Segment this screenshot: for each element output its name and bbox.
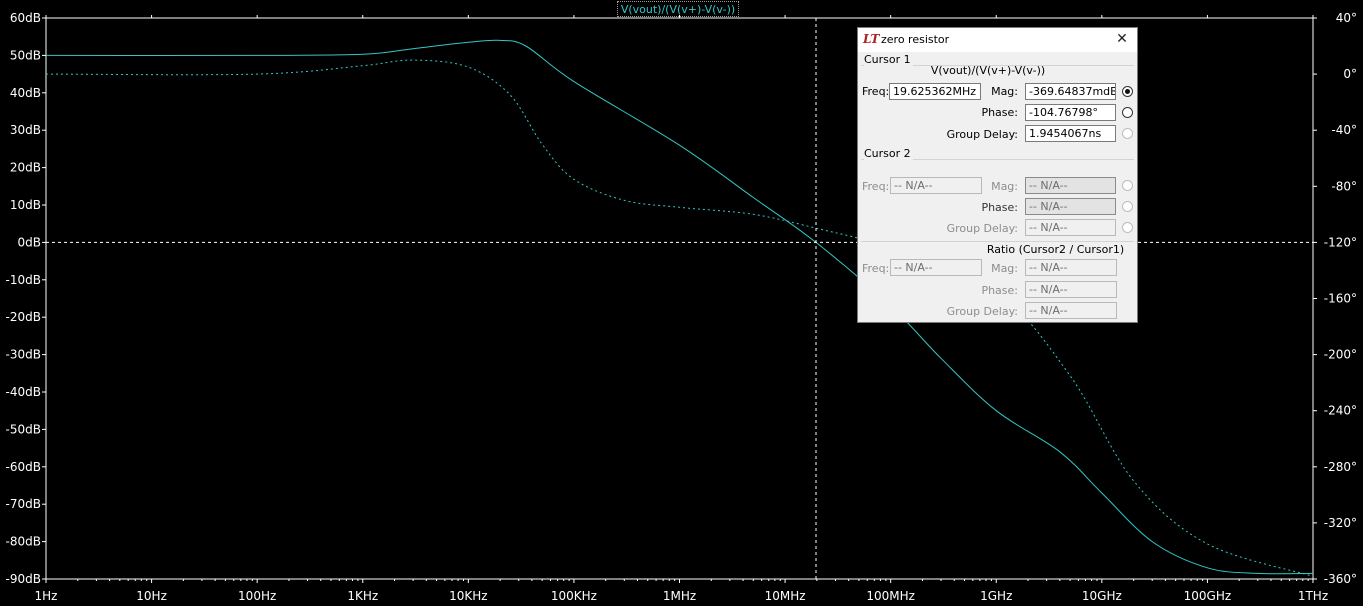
y-right-tick-label: -320° [1324, 516, 1357, 530]
y-right-tick-label: -280° [1324, 460, 1357, 474]
y-left-tick-label: -80dB [6, 535, 41, 549]
cursor2-groupdelay-radio[interactable] [1122, 222, 1133, 233]
cursor1-groupdelay-radio[interactable] [1122, 128, 1133, 139]
ratio-group [861, 241, 1134, 243]
ltspice-logo-icon: LT [863, 32, 880, 46]
cursor1-phase-radio[interactable] [1122, 107, 1133, 118]
cursor-dialog: LT zero resistor ✕ Cursor 1 V(vout)/(V(v… [857, 27, 1138, 323]
cursor1-mag-label: Mag: [991, 85, 1018, 98]
cursor2-phase-field[interactable]: -- N/A-- [1025, 198, 1116, 215]
x-tick-label: 100GHz [1184, 589, 1232, 603]
cursor1-phase-field[interactable]: -104.76798° [1025, 104, 1116, 121]
y-right-tick-label: -240° [1324, 404, 1357, 418]
x-tick-label: 100MHz [866, 589, 915, 603]
y-left-tick-label: 10dB [10, 198, 41, 212]
y-right-tick-label: -200° [1324, 348, 1357, 362]
phase-trace [45, 59, 1314, 577]
cursor1-freq-label: Freq: [862, 85, 890, 98]
ratio-freq-field[interactable]: -- N/A-- [890, 259, 982, 276]
x-tick-label: 1GHz [980, 589, 1012, 603]
x-tick-label: 100Hz [238, 589, 276, 603]
y-right-tick-label: -360° [1324, 572, 1357, 586]
ratio-mag-label: Mag: [991, 262, 1018, 275]
y-left-tick-label: -60dB [6, 460, 41, 474]
y-right-tick-label: -120° [1324, 235, 1357, 249]
cursor2-groupdelay-field[interactable]: -- N/A-- [1025, 219, 1116, 236]
x-tick-label: 100KHz [551, 589, 597, 603]
cursor1-phase-label: Phase: [981, 106, 1018, 119]
y-left-tick-label: -50dB [6, 422, 41, 436]
cursor2-label: Cursor 2 [864, 147, 913, 160]
x-tick-label: 10Hz [136, 589, 167, 603]
ratio-freq-label: Freq: [862, 262, 890, 275]
y-left-tick-label: 50dB [10, 48, 41, 62]
y-right-tick-label: -40° [1331, 123, 1357, 137]
dialog-title: zero resistor [881, 33, 950, 46]
cursor1-mag-field[interactable]: -369.64837mdB [1025, 83, 1116, 100]
x-tick-label: 10GHz [1082, 589, 1122, 603]
x-tick-label: 10MHz [765, 589, 806, 603]
y-left-tick-label: -40dB [6, 385, 41, 399]
ratio-groupdelay-label: Group Delay: [946, 305, 1018, 318]
y-left-tick-label: -20dB [6, 310, 41, 324]
trace-title[interactable]: V(vout)/(V(v+)-V(v-)) [617, 1, 739, 17]
ratio-label: Ratio (Cursor2 / Cursor1) [986, 243, 1125, 256]
cursor2-phase-radio[interactable] [1122, 201, 1133, 212]
cursor1-label: Cursor 1 [864, 53, 913, 66]
cursor1-trace-name: V(vout)/(V(v+)-V(v-)) [930, 64, 1046, 77]
y-left-tick-label: 40dB [10, 86, 41, 100]
x-tick-label: 1THz [1298, 589, 1328, 603]
cursor2-groupdelay-label: Group Delay: [946, 222, 1018, 235]
cursor1-freq-field[interactable]: 19.625362MHz [889, 83, 981, 100]
x-tick-label: 1Hz [35, 589, 58, 603]
cursor2-freq-label: Freq: [862, 180, 890, 193]
cursor2-phase-label: Phase: [981, 201, 1018, 214]
y-right-tick-label: 40° [1336, 11, 1357, 25]
y-right-tick-label: -160° [1324, 292, 1357, 306]
y-left-tick-label: -30dB [6, 348, 41, 362]
y-left-tick-label: 30dB [10, 123, 41, 137]
cursor1-groupdelay-field[interactable]: 1.9454067ns [1025, 125, 1116, 142]
y-left-tick-label: -10dB [6, 273, 41, 287]
cursor1-groupdelay-label: Group Delay: [946, 128, 1018, 141]
x-tick-label: 1MHz [663, 589, 696, 603]
ratio-mag-field[interactable]: -- N/A-- [1025, 259, 1117, 276]
cursor2-freq-field[interactable]: -- N/A-- [890, 177, 982, 194]
x-tick-label: 1KHz [347, 589, 378, 603]
dialog-titlebar[interactable]: LT zero resistor ✕ [858, 28, 1137, 52]
close-icon[interactable]: ✕ [1116, 31, 1128, 47]
cursor1-group [861, 65, 1134, 67]
y-right-tick-label: -80° [1331, 179, 1357, 193]
ratio-phase-label: Phase: [981, 284, 1018, 297]
ratio-groupdelay-field[interactable]: -- N/A-- [1025, 302, 1117, 319]
cursor2-group [861, 159, 1134, 161]
cursor2-mag-field[interactable]: -- N/A-- [1025, 177, 1116, 194]
y-left-tick-label: 60dB [10, 11, 41, 25]
cursor1-mag-radio[interactable] [1122, 86, 1133, 97]
magnitude-trace [45, 39, 1314, 575]
ratio-phase-field[interactable]: -- N/A-- [1025, 281, 1117, 298]
y-left-tick-label: -70dB [6, 497, 41, 511]
y-left-tick-label: -90dB [6, 572, 41, 586]
cursor2-mag-label: Mag: [991, 180, 1018, 193]
cursor2-mag-radio[interactable] [1122, 180, 1133, 191]
y-right-tick-label: 0° [1343, 67, 1357, 81]
x-tick-label: 10KHz [449, 589, 487, 603]
y-left-tick-label: 20dB [10, 161, 41, 175]
y-left-tick-label: 0dB [18, 235, 41, 249]
